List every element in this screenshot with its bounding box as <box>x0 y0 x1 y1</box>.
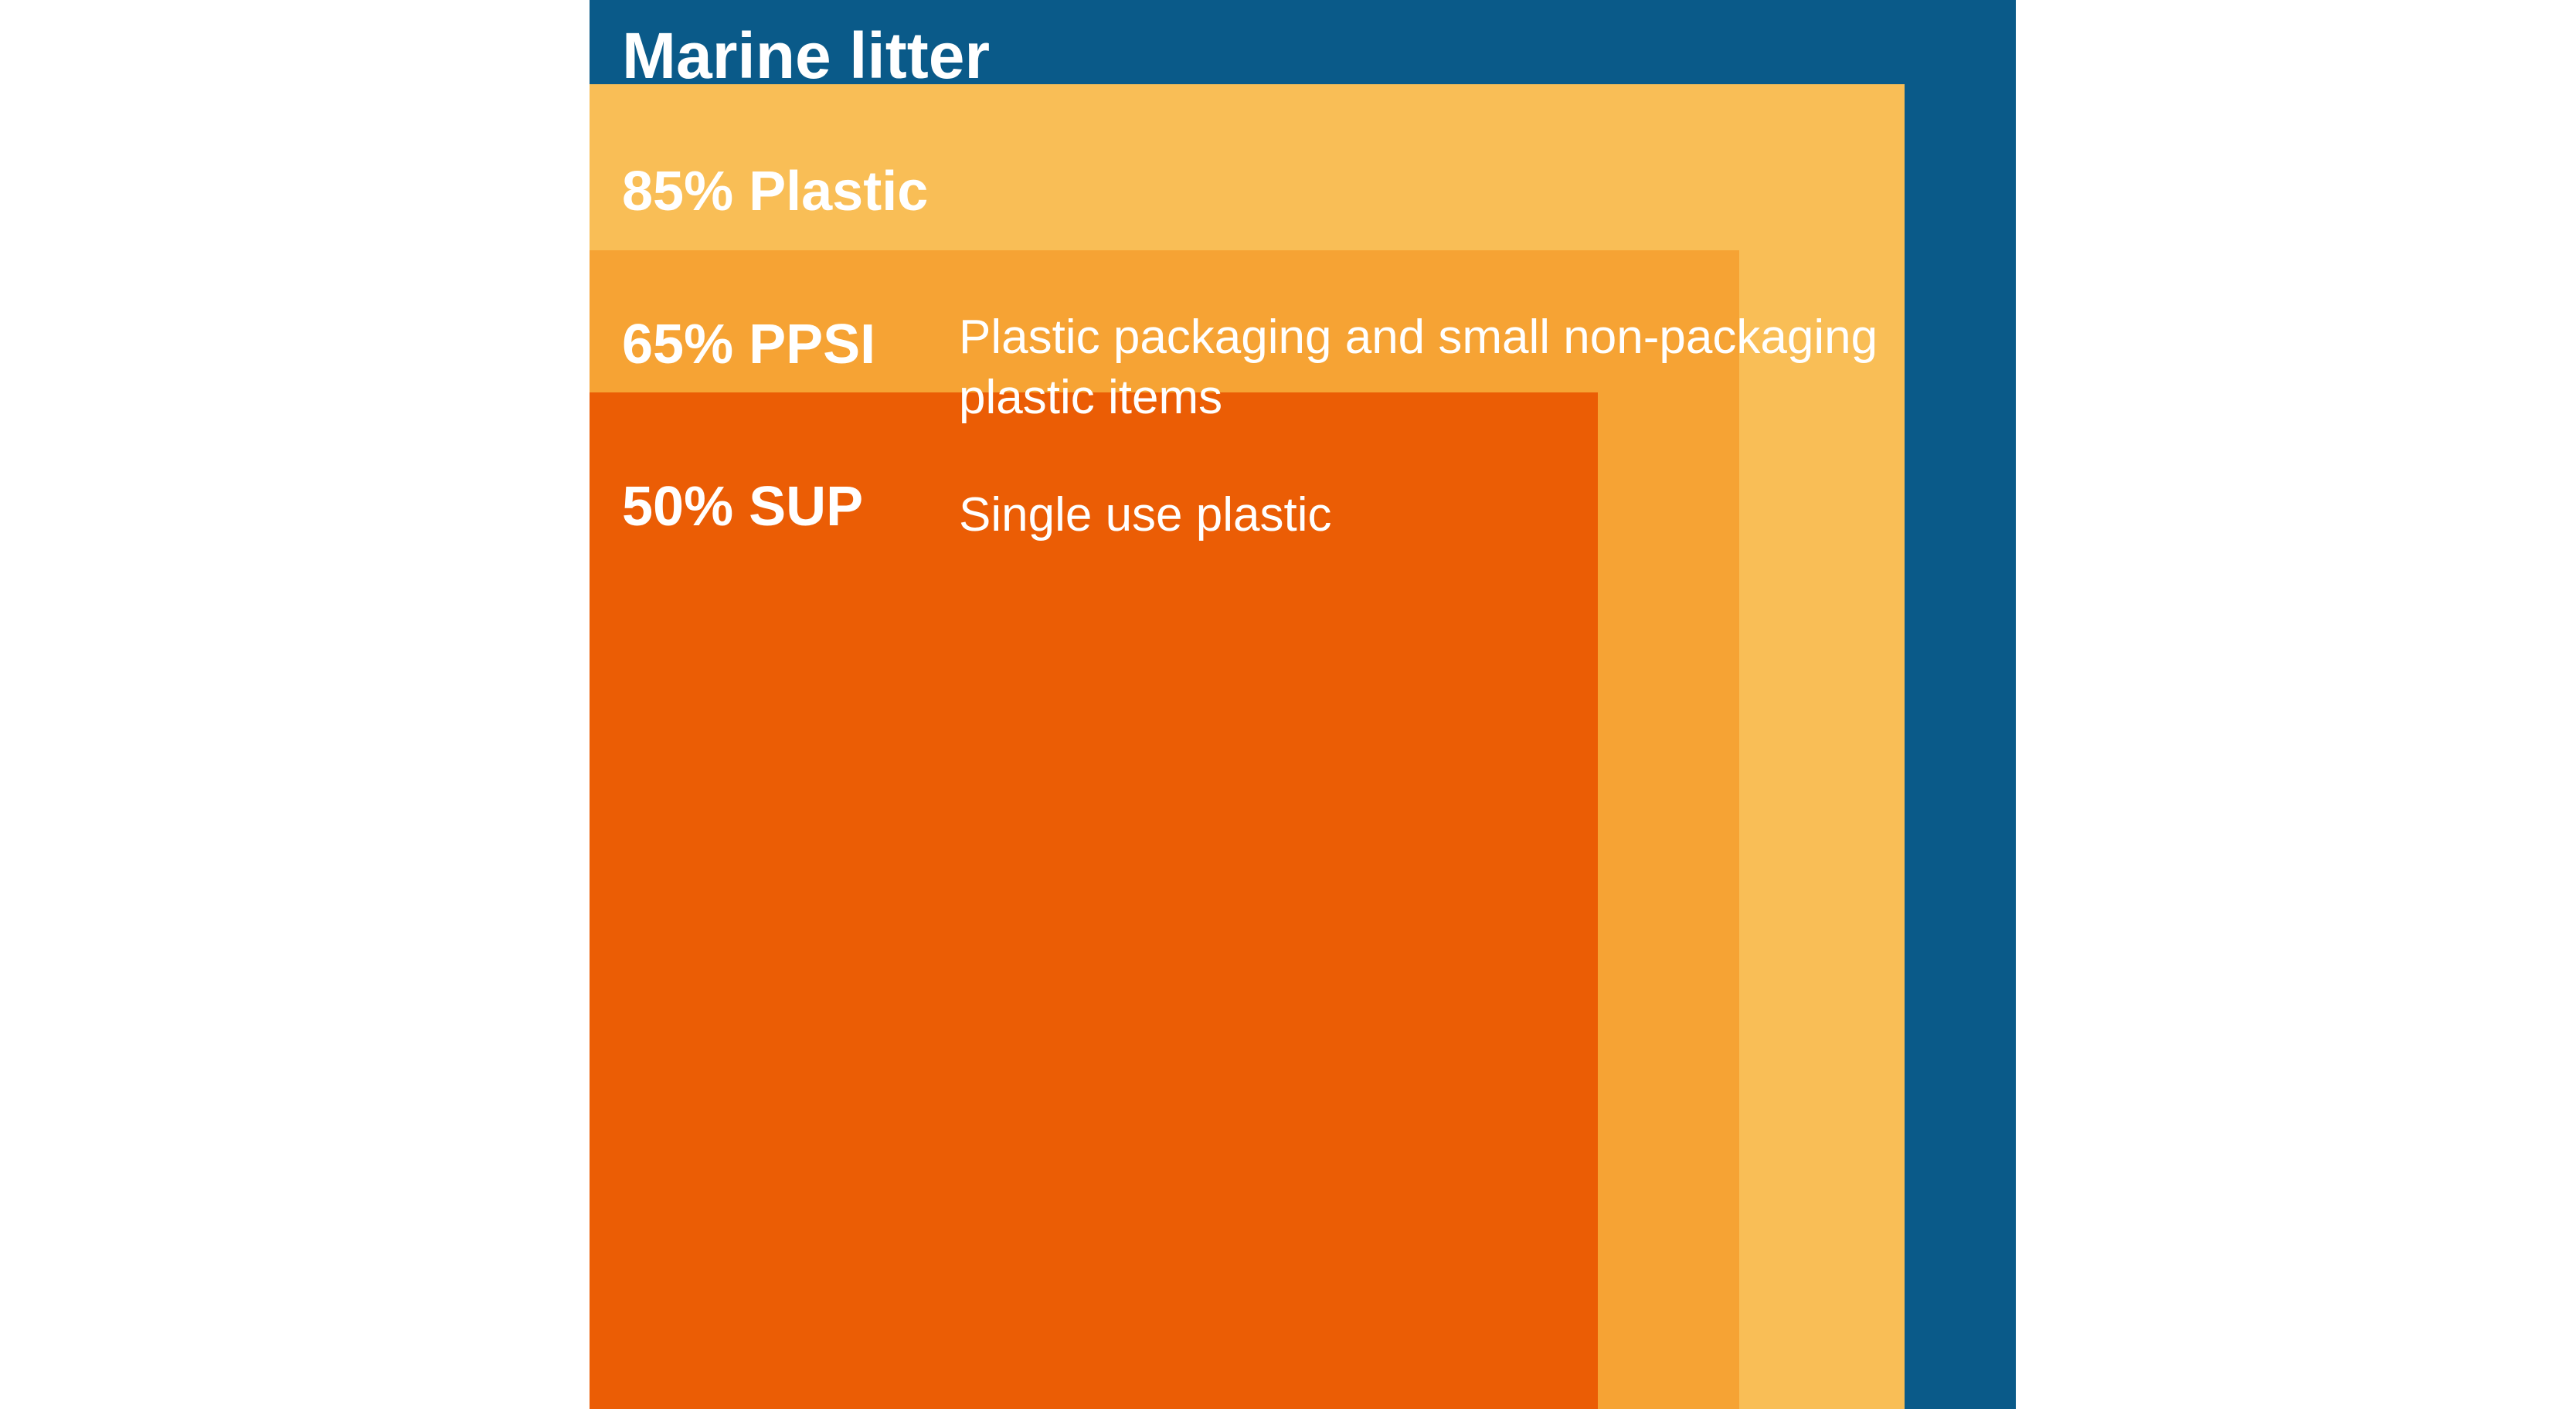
sup-label: 50% SUP <box>622 476 864 538</box>
sup-description: Single use plastic <box>959 488 1332 542</box>
chart-title: Marine litter <box>622 19 991 92</box>
ppsi-description: Plastic packaging and small non-packagin… <box>959 311 1878 424</box>
ppsi-label: 65% PPSI <box>622 314 876 375</box>
sup-area <box>590 392 1598 1409</box>
plastic-label: 85% Plastic <box>622 161 929 222</box>
marine-litter-chart: Marine litter 85% Plastic 65% PPSI Plast… <box>590 0 2016 1409</box>
